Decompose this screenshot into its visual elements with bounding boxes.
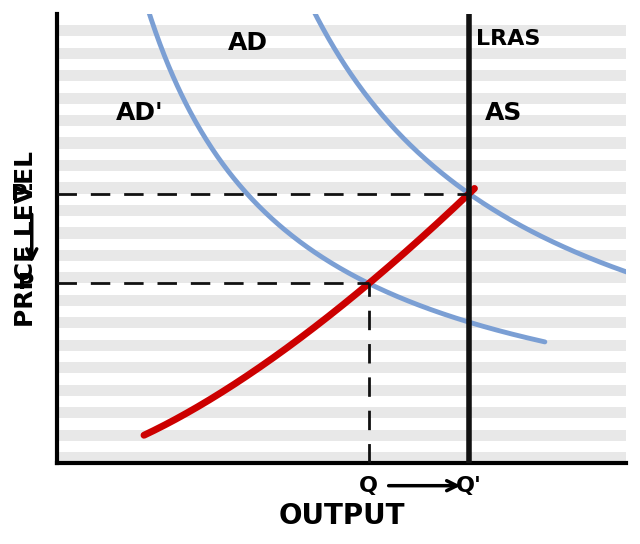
Text: AD': AD'	[116, 101, 164, 125]
Text: LRAS: LRAS	[476, 29, 541, 48]
Text: AS: AS	[485, 101, 522, 125]
Bar	[58, 295, 626, 306]
Bar	[58, 205, 626, 216]
Text: Q: Q	[359, 475, 378, 496]
Bar	[58, 430, 626, 441]
Bar	[58, 339, 626, 351]
Bar	[58, 317, 626, 329]
Bar	[58, 182, 626, 194]
Bar	[58, 138, 626, 149]
X-axis label: OUTPUT: OUTPUT	[278, 502, 405, 530]
Bar	[58, 160, 626, 171]
Bar	[58, 47, 626, 59]
Bar	[58, 92, 626, 104]
Bar	[58, 250, 626, 261]
Text: P': P'	[12, 184, 35, 203]
Text: Q': Q'	[456, 475, 482, 496]
Bar	[58, 452, 626, 463]
Bar	[58, 227, 626, 239]
Bar	[58, 70, 626, 81]
Bar	[58, 272, 626, 283]
Bar	[58, 115, 626, 126]
Text: AD: AD	[228, 31, 268, 55]
Bar	[58, 362, 626, 373]
Bar	[58, 25, 626, 36]
Text: P: P	[19, 274, 35, 294]
Bar	[58, 407, 626, 418]
Y-axis label: PRICE LEVEL: PRICE LEVEL	[14, 151, 38, 326]
Bar	[58, 385, 626, 396]
